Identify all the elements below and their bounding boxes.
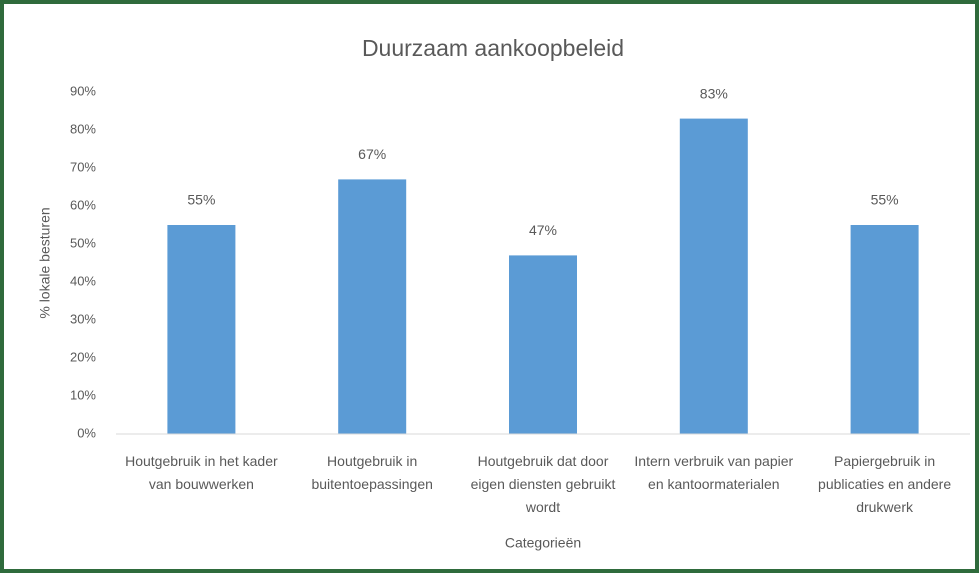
y-tick-label: 70%	[70, 159, 96, 174]
value-label: 47%	[529, 222, 557, 238]
bar	[509, 255, 577, 434]
bar	[679, 118, 748, 434]
value-label: 55%	[187, 192, 215, 208]
y-tick-label: 30%	[70, 311, 96, 326]
bar	[167, 225, 236, 434]
x-axis-label: Categorieën	[505, 535, 581, 551]
y-tick-label: 50%	[70, 235, 96, 250]
y-tick-label: 20%	[70, 349, 96, 364]
chart-title: Duurzaam aankoopbeleid	[362, 35, 624, 61]
x-tick-label: Intern verbruik van papier en kantoormat…	[634, 453, 794, 492]
value-label: 83%	[700, 85, 728, 101]
y-tick-label: 80%	[70, 121, 96, 136]
x-tick-label: Houtgebruik in buitentoepassingen	[311, 453, 433, 492]
y-tick-label: 60%	[70, 197, 96, 212]
x-tick-label: Papiergebruik in publicaties en andere d…	[818, 453, 952, 515]
y-tick-label: 40%	[70, 273, 96, 288]
chart: Duurzaam aankoopbeleid % lokale besturen…	[37, 35, 970, 551]
x-tick-label: Houtgebruik in het kader van bouwwerken	[125, 453, 278, 492]
y-tick-label: 90%	[70, 83, 96, 98]
value-label: 67%	[358, 146, 386, 162]
y-tick-label: 10%	[70, 387, 96, 402]
y-axis-label: % lokale besturen	[37, 207, 53, 318]
y-tick-label: 0%	[77, 425, 96, 440]
bar	[338, 179, 407, 434]
x-tick-label: Houtgebruik dat door eigen diensten gebr…	[470, 453, 616, 515]
value-label: 55%	[871, 192, 899, 208]
bar	[850, 225, 919, 434]
